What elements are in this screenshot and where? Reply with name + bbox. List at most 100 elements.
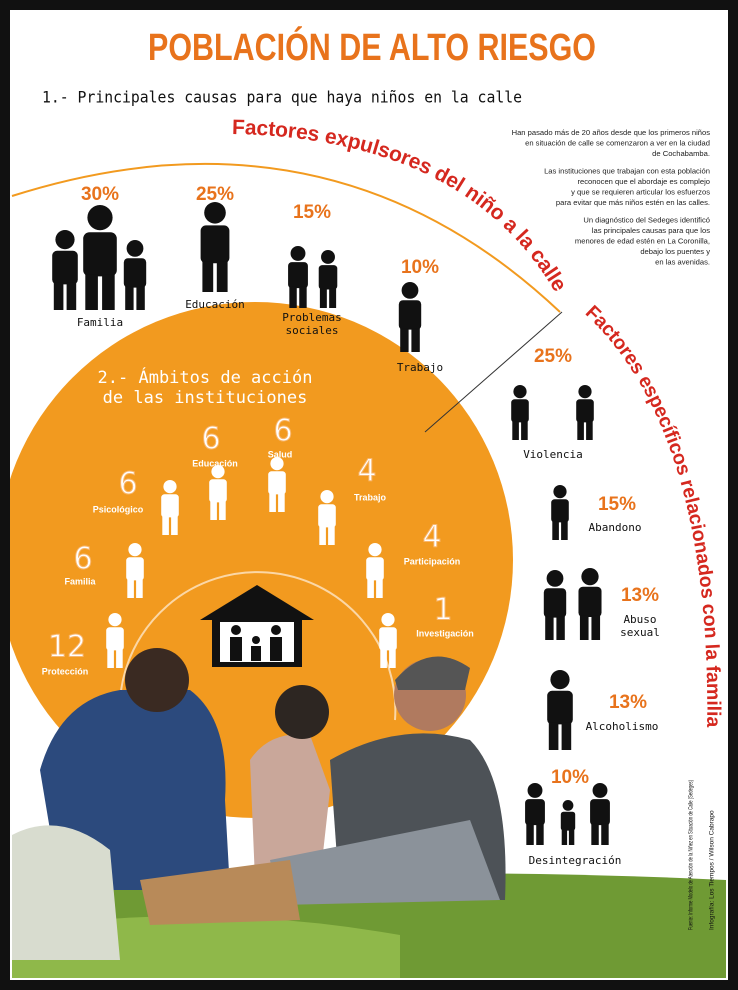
label: Desintegración	[529, 854, 622, 867]
icon-body	[161, 494, 179, 517]
icon-leg	[580, 616, 589, 640]
icon-leg	[591, 616, 600, 640]
label: Investigación	[416, 628, 474, 638]
icon-head	[55, 230, 74, 249]
icon-leg	[219, 501, 226, 520]
icon-leg	[319, 526, 326, 545]
icon-head	[128, 543, 141, 556]
icon-body	[124, 258, 146, 287]
label: Participación	[404, 556, 461, 566]
intro-text: Las instituciones que trabajan con esta …	[544, 167, 710, 176]
icon-leg	[278, 493, 285, 512]
icon-leg	[210, 501, 217, 520]
icon-leg	[320, 288, 327, 308]
icon-leg	[400, 328, 408, 352]
infographic: POBLACIÓN DE ALTO RIESGO 1.- Principales…	[0, 0, 738, 990]
count: 6	[118, 467, 137, 502]
icon-leg	[116, 649, 123, 668]
icon-leg	[562, 723, 572, 750]
icon-head	[513, 385, 526, 398]
icon-head	[291, 246, 306, 261]
label: Alcoholismo	[586, 720, 659, 733]
intro-text: Un diagnóstico del Sedeges identificó	[583, 216, 710, 225]
icon-leg	[269, 493, 276, 512]
percent: 13%	[609, 692, 647, 713]
icon-body	[268, 471, 286, 494]
icon-leg	[562, 830, 567, 845]
percent: 30%	[81, 184, 119, 205]
icon-body	[366, 557, 384, 580]
icon-head	[204, 202, 226, 224]
icon-leg	[328, 526, 335, 545]
icon-leg	[102, 274, 115, 310]
label: Trabajo	[397, 361, 443, 374]
icon-leg	[549, 723, 559, 750]
icon-head	[553, 485, 566, 498]
icon-leg	[389, 649, 396, 668]
icon-body	[126, 557, 144, 580]
icon-leg	[54, 283, 64, 310]
intro-text: las principales causas para que los	[592, 226, 710, 235]
icon-body	[83, 232, 117, 276]
icon-body	[561, 812, 575, 831]
icon-head	[381, 613, 394, 626]
count: 4	[422, 520, 441, 555]
percent: 15%	[293, 202, 331, 223]
label: Abandono	[589, 521, 642, 534]
icon-leg	[577, 421, 584, 440]
icon-body	[288, 262, 308, 288]
subtitle: 1.- Principales causas para que haya niñ…	[42, 88, 522, 107]
icon-leg	[569, 830, 574, 845]
count: 4	[357, 454, 376, 489]
icon-leg	[299, 287, 306, 308]
icon-body	[547, 691, 573, 725]
title: POBLACIÓN DE ALTO RIESGO	[148, 25, 596, 69]
percent: 10%	[401, 257, 439, 278]
label: Familia	[77, 316, 123, 329]
icon-head	[593, 783, 608, 798]
label: Violencia	[523, 448, 583, 461]
icon-leg	[67, 283, 77, 310]
icon-leg	[521, 421, 528, 440]
source: Fuente: Informe Modelo de Atención de la…	[688, 780, 695, 930]
label: Educación	[185, 298, 245, 311]
icon-leg	[136, 579, 143, 598]
intro-text: de Cochabamba.	[652, 149, 710, 158]
icon-leg	[127, 579, 134, 598]
credit: Infografía: Los Tiempos / Wilson Cabrapo	[709, 810, 716, 930]
count: 6	[73, 542, 92, 577]
icon-head	[320, 490, 333, 503]
icon-leg	[376, 579, 383, 598]
icon-head	[402, 282, 419, 299]
icon-leg	[411, 328, 419, 352]
intro-text: reconocen que el abordaje es complejo	[577, 177, 710, 186]
icon-head	[270, 457, 283, 470]
label: Psicológico	[93, 504, 144, 514]
icon-body	[511, 399, 529, 422]
icon-body	[590, 799, 610, 825]
icon-body	[544, 588, 566, 617]
icon-body	[576, 399, 594, 422]
icon-head	[108, 613, 121, 626]
percent: 25%	[534, 346, 572, 367]
percent: 15%	[598, 494, 636, 515]
icon-leg	[586, 421, 593, 440]
label: Trabajo	[354, 492, 387, 502]
percent: 13%	[621, 585, 659, 606]
icon-leg	[107, 649, 114, 668]
count: 12	[48, 630, 86, 665]
label: Problemas	[282, 311, 342, 324]
icon-head	[528, 783, 543, 798]
icon-leg	[545, 616, 553, 640]
icon-body	[106, 627, 124, 650]
icon-head	[87, 205, 112, 230]
count: 6	[201, 422, 220, 457]
icon-leg	[171, 516, 178, 535]
icon-leg	[85, 274, 98, 310]
icon-body	[379, 627, 397, 650]
percent: 25%	[196, 184, 234, 205]
icon-leg	[202, 261, 213, 292]
icon-body	[319, 265, 338, 289]
icon-body	[578, 587, 601, 617]
icon-head	[368, 543, 381, 556]
